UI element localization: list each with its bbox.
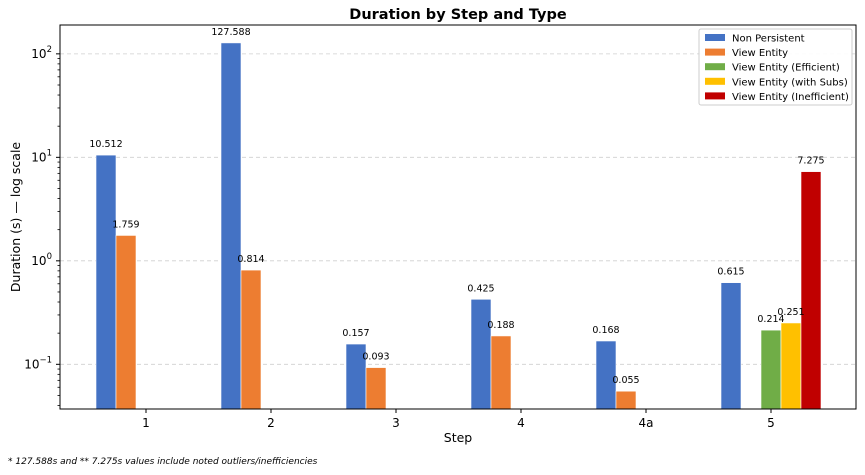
y-axis-label: Duration (s) — log scale	[8, 142, 23, 293]
legend-swatch	[705, 34, 725, 41]
x-tick-label: 1	[142, 416, 150, 430]
footnote: * 127.588s and ** 7.275s values include …	[8, 457, 318, 467]
legend-label: Non Persistent	[732, 34, 805, 45]
x-axis-label: Step	[444, 430, 473, 445]
plot-frame	[59, 24, 857, 410]
legend-label: View Entity (with Subs)	[732, 77, 848, 88]
data-label: 127.588	[211, 27, 250, 38]
bar	[490, 335, 512, 410]
bar	[365, 367, 387, 410]
axes: 10−1 100 101 102 1 2 3 4 4a 5	[24, 45, 775, 430]
data-label: 0.188	[487, 320, 514, 331]
legend-box	[698, 28, 853, 106]
y-tick-label: 10−1	[24, 355, 52, 371]
data-label: 0.157	[342, 328, 369, 339]
bar	[240, 269, 262, 410]
bar	[780, 322, 802, 410]
x-tick-label: 4a	[639, 416, 654, 430]
bar	[220, 42, 242, 410]
bar	[800, 171, 822, 410]
data-label: 0.093	[362, 352, 389, 363]
y-tick-label: 102	[31, 45, 52, 61]
x-tick-label: 5	[767, 416, 775, 430]
data-label: 0.814	[237, 254, 264, 265]
chart-title: Duration by Step and Type	[349, 7, 567, 23]
data-label: 0.425	[467, 283, 494, 294]
bar	[470, 298, 492, 410]
legend-swatch	[705, 77, 725, 85]
bar	[95, 154, 117, 410]
bar	[720, 282, 742, 410]
legend-label: View Entity	[732, 48, 788, 59]
legend: Non Persistent View Entity View Entity (Ef…	[698, 28, 853, 106]
legend-swatch	[705, 48, 725, 56]
bar	[615, 390, 637, 410]
data-label: 0.251	[777, 307, 804, 318]
data-label: 1.759	[112, 219, 139, 230]
bars	[95, 42, 822, 410]
x-tick-label: 4	[517, 416, 525, 430]
data-label: 0.214	[757, 314, 784, 325]
data-label: 7.275	[797, 156, 824, 167]
legend-swatch	[705, 63, 725, 71]
data-labels: 10.512 127.588 0.157 0.425 0.168 0.615 1.759 0.…	[89, 27, 824, 386]
y-tick-label: 100	[31, 252, 52, 268]
legend-label: View Entity (Efficient)	[732, 63, 840, 74]
data-label: 0.055	[612, 375, 639, 386]
data-label: 0.615	[717, 267, 744, 278]
bar	[115, 235, 137, 410]
data-label: 0.168	[592, 325, 619, 336]
data-label: 10.512	[89, 139, 122, 150]
x-tick-label: 2	[267, 416, 275, 430]
legend-label: View Entity (Inefficient)	[732, 92, 849, 103]
y-tick-label: 101	[31, 148, 52, 164]
bar	[760, 329, 782, 410]
x-tick-label: 3	[392, 416, 400, 430]
legend-swatch	[705, 92, 725, 100]
